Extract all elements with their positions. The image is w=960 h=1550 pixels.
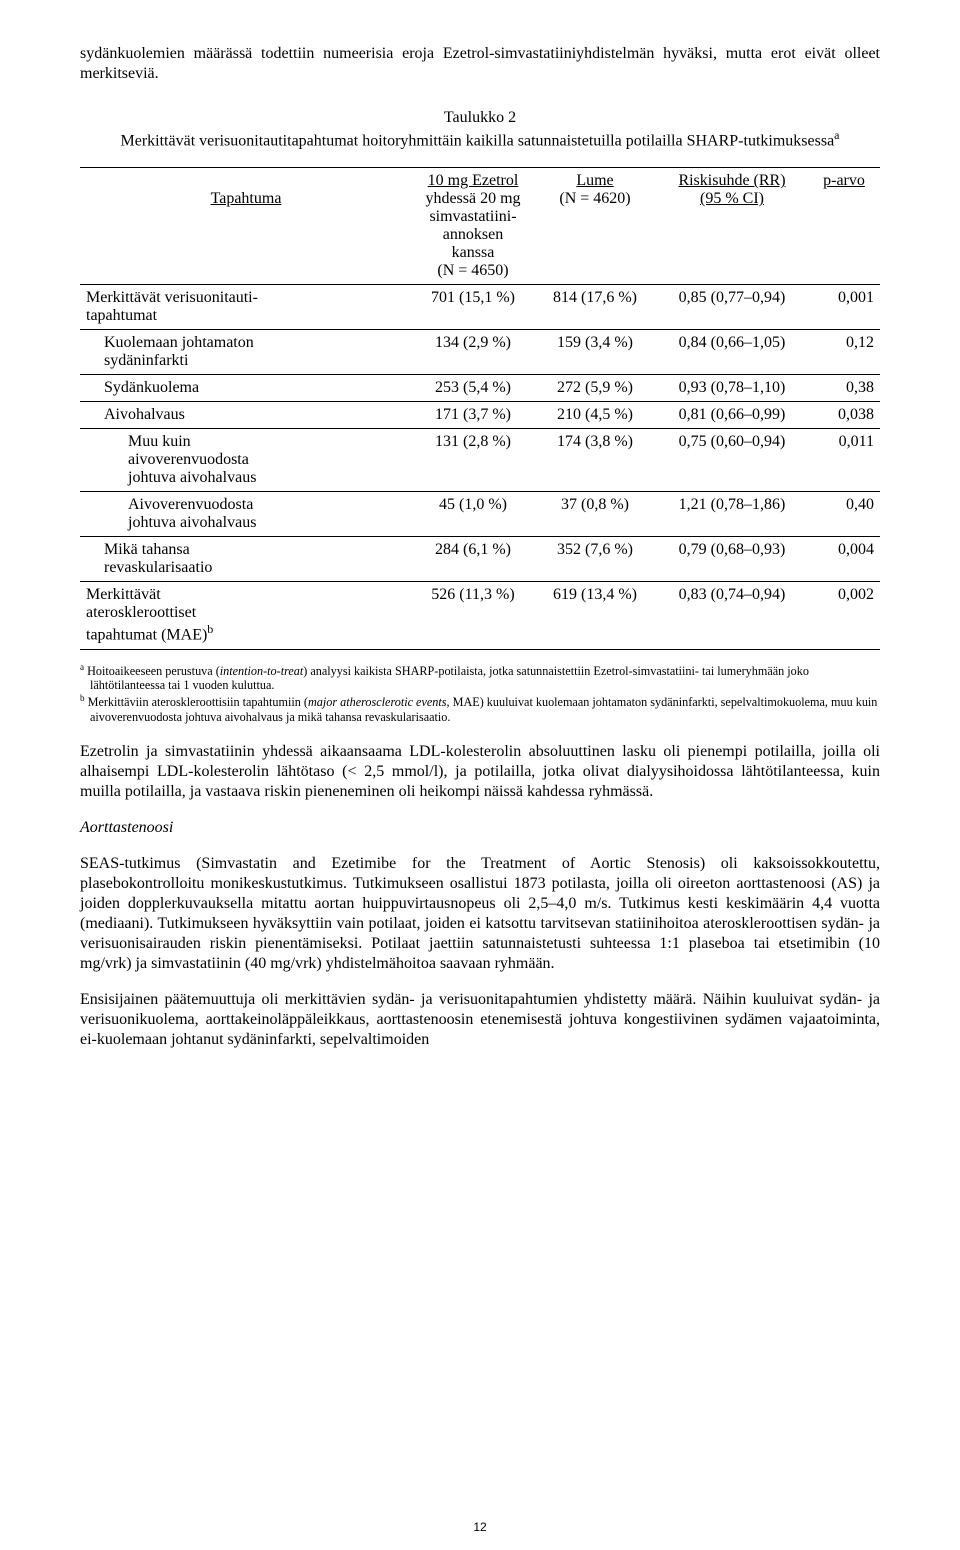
- row-value: 0,001: [808, 285, 880, 330]
- row-value: 1,21 (0,78–1,86): [656, 492, 808, 537]
- col-head-arm1: 10 mg Ezetrol yhdessä 20 mg simvastatiin…: [412, 168, 534, 285]
- row-value: 131 (2,8 %): [412, 429, 534, 492]
- row-label: Kuolemaan johtamatonsydäninfarkti: [80, 330, 412, 375]
- table-header-row: Tapahtuma 10 mg Ezetrol yhdessä 20 mg si…: [80, 168, 880, 285]
- row-value: 253 (5,4 %): [412, 375, 534, 402]
- results-table: Tapahtuma 10 mg Ezetrol yhdessä 20 mg si…: [80, 167, 880, 649]
- row-value: 619 (13,4 %): [534, 582, 656, 649]
- table-row: Aivoverenvuodostajohtuva aivohalvaus45 (…: [80, 492, 880, 537]
- row-value: 701 (15,1 %): [412, 285, 534, 330]
- row-label: Aivoverenvuodostajohtuva aivohalvaus: [80, 492, 412, 537]
- table-caption: Taulukko 2 Merkittävät verisuonitautitap…: [80, 108, 880, 151]
- row-label: Merkittävätateroskleroottisettapahtumat …: [80, 582, 412, 649]
- row-value: 0,79 (0,68–0,93): [656, 537, 808, 582]
- row-value: 0,038: [808, 402, 880, 429]
- table-caption-sup: a: [834, 128, 839, 142]
- table-caption-line2: Merkittävät verisuonitautitapahtumat hoi…: [121, 132, 835, 149]
- row-value: 0,83 (0,74–0,94): [656, 582, 808, 649]
- paragraph-3: SEAS-tutkimus (Simvastatin and Ezetimibe…: [80, 854, 880, 974]
- row-label: Mikä tahansarevaskularisaatio: [80, 537, 412, 582]
- row-value: 0,004: [808, 537, 880, 582]
- section-heading: Aorttastenoosi: [80, 818, 880, 838]
- row-label: Merkittävät verisuonitauti-tapahtumat: [80, 285, 412, 330]
- row-value: 0,84 (0,66–1,05): [656, 330, 808, 375]
- row-value: 171 (3,7 %): [412, 402, 534, 429]
- col-head-p: p-arvo: [808, 168, 880, 285]
- table-row: Mikä tahansarevaskularisaatio284 (6,1 %)…: [80, 537, 880, 582]
- paragraph-2: Ezetrolin ja simvastatiinin yhdessä aika…: [80, 742, 880, 802]
- row-value: 352 (7,6 %): [534, 537, 656, 582]
- row-value: 0,81 (0,66–0,99): [656, 402, 808, 429]
- row-value: 0,011: [808, 429, 880, 492]
- footnote-a: a Hoitoaikeeseen perustuva (intention-to…: [80, 662, 880, 693]
- table-row: Muu kuinaivoverenvuodostajohtuva aivohal…: [80, 429, 880, 492]
- row-value: 0,93 (0,78–1,10): [656, 375, 808, 402]
- row-value: 272 (5,9 %): [534, 375, 656, 402]
- page-number: 12: [0, 1520, 960, 1534]
- row-label: Muu kuinaivoverenvuodostajohtuva aivohal…: [80, 429, 412, 492]
- row-value: 814 (17,6 %): [534, 285, 656, 330]
- row-value: 526 (11,3 %): [412, 582, 534, 649]
- table-row: Kuolemaan johtamatonsydäninfarkti134 (2,…: [80, 330, 880, 375]
- row-value: 0,75 (0,60–0,94): [656, 429, 808, 492]
- table-row: Merkittävät verisuonitauti-tapahtumat701…: [80, 285, 880, 330]
- table-footnotes: a Hoitoaikeeseen perustuva (intention-to…: [80, 662, 880, 725]
- col-head-rr: Riskisuhde (RR) (95 % CI): [656, 168, 808, 285]
- table-row: Aivohalvaus171 (3,7 %)210 (4,5 %)0,81 (0…: [80, 402, 880, 429]
- row-label: Aivohalvaus: [80, 402, 412, 429]
- footnote-b: b Merkittäviin ateroskleroottisiin tapah…: [80, 693, 880, 724]
- row-value: 0,40: [808, 492, 880, 537]
- table-row: Merkittävätateroskleroottisettapahtumat …: [80, 582, 880, 649]
- row-value: 174 (3,8 %): [534, 429, 656, 492]
- table-caption-line1: Taulukko 2: [444, 109, 516, 126]
- col-head-event: Tapahtuma: [80, 168, 412, 285]
- row-label: Sydänkuolema: [80, 375, 412, 402]
- table-body: Merkittävät verisuonitauti-tapahtumat701…: [80, 285, 880, 649]
- row-value: 0,38: [808, 375, 880, 402]
- row-value: 45 (1,0 %): [412, 492, 534, 537]
- row-value: 134 (2,9 %): [412, 330, 534, 375]
- row-value: 0,12: [808, 330, 880, 375]
- paragraph-4: Ensisijainen päätemuuttuja oli merkittäv…: [80, 990, 880, 1050]
- row-value: 0,002: [808, 582, 880, 649]
- table-row: Sydänkuolema253 (5,4 %)272 (5,9 %)0,93 (…: [80, 375, 880, 402]
- col-head-arm2: Lume (N = 4620): [534, 168, 656, 285]
- row-value: 0,85 (0,77–0,94): [656, 285, 808, 330]
- row-value: 159 (3,4 %): [534, 330, 656, 375]
- col-head-event-text: Tapahtuma: [211, 190, 282, 207]
- row-value: 284 (6,1 %): [412, 537, 534, 582]
- intro-paragraph: sydänkuolemien määrässä todettiin numeer…: [80, 44, 880, 84]
- row-value: 37 (0,8 %): [534, 492, 656, 537]
- row-value: 210 (4,5 %): [534, 402, 656, 429]
